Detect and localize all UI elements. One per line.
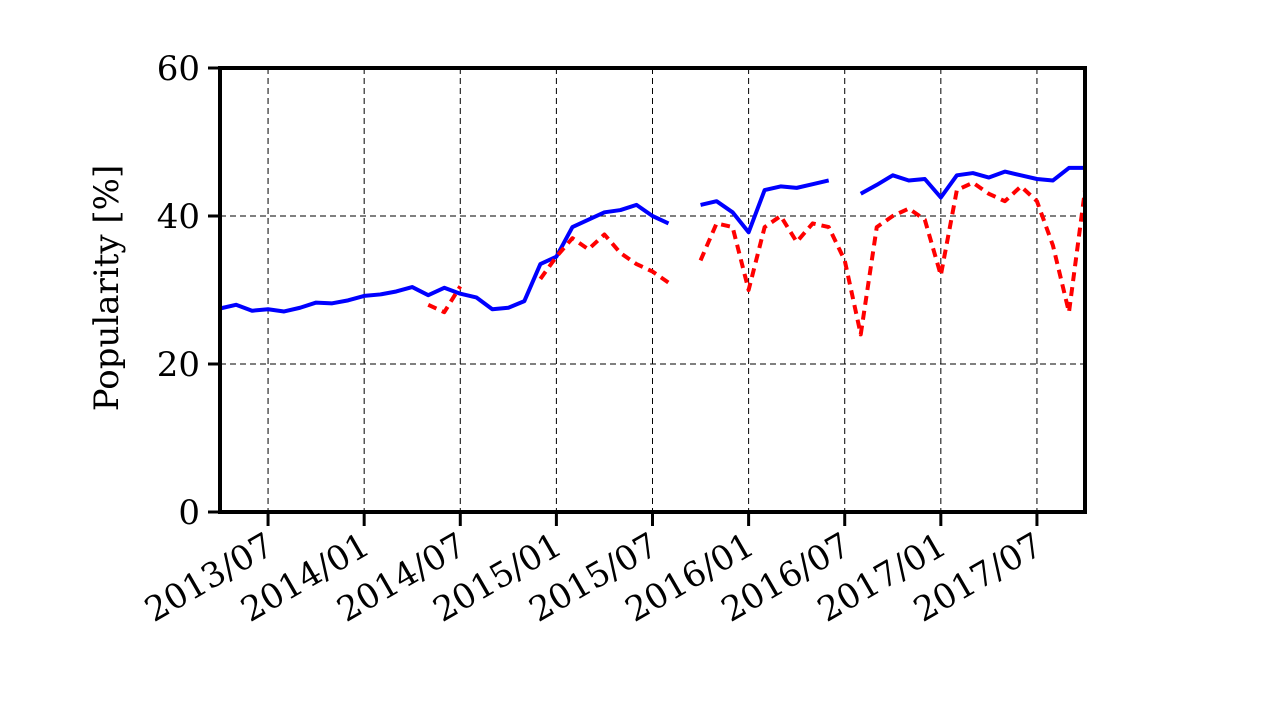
y-axis-label: Popularity [%] (87, 165, 127, 411)
y-axis-ticks: 0 20 40 60 (157, 49, 220, 533)
y-tick-label: 0 (178, 493, 200, 533)
blue-solid-series-line (859, 165, 1085, 200)
y-tick-label: 20 (157, 345, 200, 385)
x-axis-ticks: 2013/072014/012014/072015/012015/072016/… (138, 512, 1049, 630)
y-tick-label: 40 (157, 197, 200, 237)
y-tick-label: 60 (157, 49, 200, 89)
red-dashed-series-line (698, 180, 1087, 337)
red-dashed-series-line (427, 285, 462, 315)
grid-lines (220, 68, 1085, 512)
blue-solid-series-line (219, 202, 670, 314)
red-dashed-series-line (538, 232, 670, 285)
series-lines (219, 165, 1087, 337)
blue-solid-series-line (700, 178, 830, 235)
